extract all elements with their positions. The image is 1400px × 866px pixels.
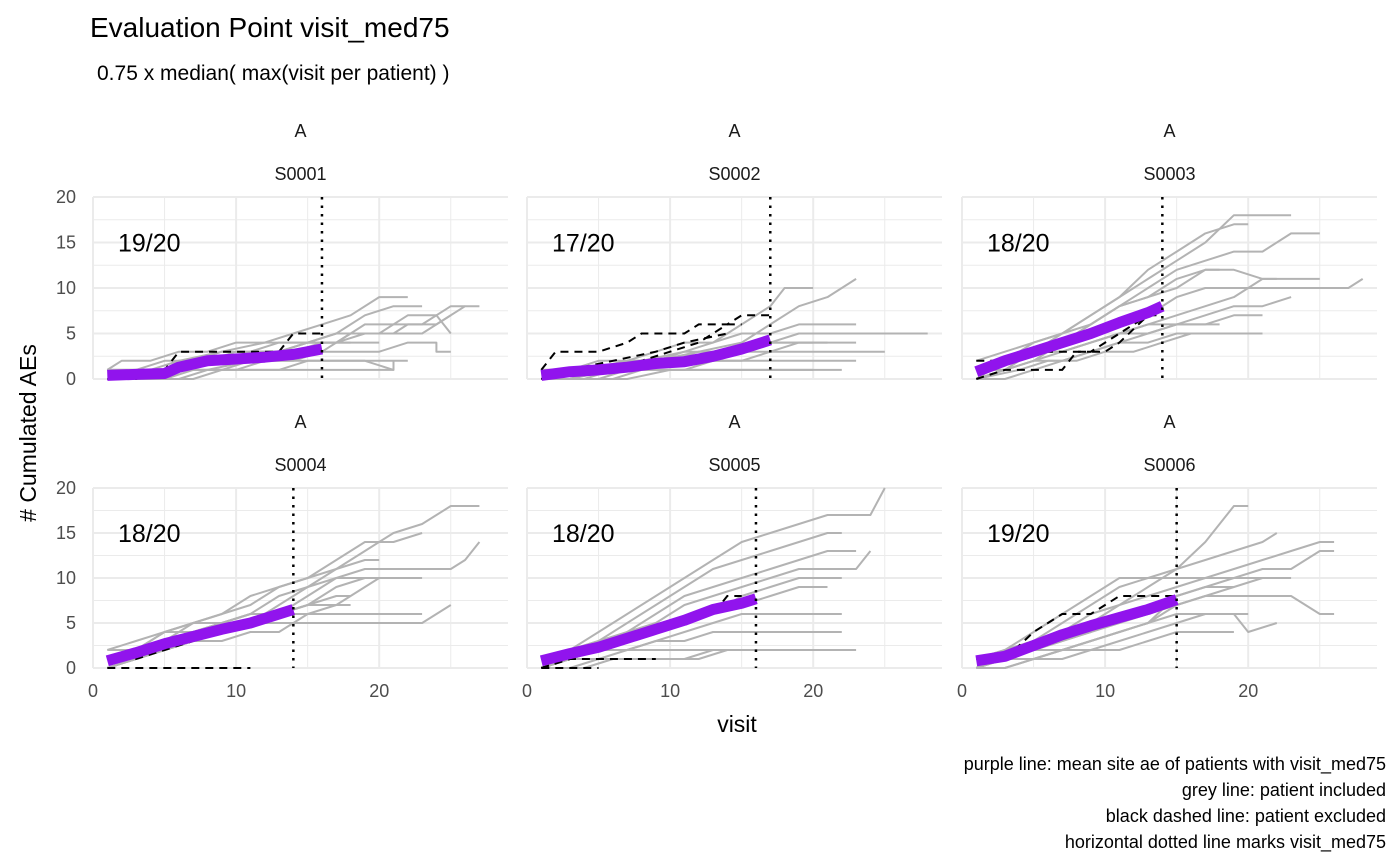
series-line-excluded xyxy=(540,332,728,380)
x-axis-label: visit xyxy=(717,711,757,737)
y-tick-label: 10 xyxy=(56,278,76,298)
series-line-included xyxy=(540,550,872,660)
panel-annotation: 17/20 xyxy=(552,230,615,258)
x-tick-label: 20 xyxy=(1238,681,1258,701)
series-line-mean xyxy=(974,301,1165,377)
panel-annotation: 18/20 xyxy=(118,520,181,548)
strip-label-site: S0006 xyxy=(1143,455,1195,475)
strip-label-site: S0005 xyxy=(708,455,760,475)
facet-panel: A S0005 18/20 0 10 20 xyxy=(522,412,942,701)
strip-label-top: A xyxy=(294,121,306,141)
facet-panel: A S0001 19/20 0 5 10 15 20 xyxy=(56,121,508,389)
panel-annotation: 18/20 xyxy=(552,520,615,548)
facet-panel: A S0002 17/20 xyxy=(526,121,942,381)
series-line-included xyxy=(976,268,1220,371)
caption-line: horizontal dotted line marks visit_med75 xyxy=(1064,832,1386,852)
strip-label-top: A xyxy=(1163,121,1175,141)
series-line-included xyxy=(540,487,886,660)
y-tick-label: 15 xyxy=(56,233,76,253)
strip-label-top: A xyxy=(728,412,740,432)
series-line-excluded xyxy=(540,658,656,669)
series-line-mean xyxy=(107,343,324,381)
series-line-mean xyxy=(105,604,295,667)
x-tick-label: 10 xyxy=(660,681,680,701)
strip-label-top: A xyxy=(294,412,306,432)
x-tick-label: 10 xyxy=(226,681,246,701)
y-tick-label: 20 xyxy=(56,187,76,207)
series-line-included xyxy=(975,586,1234,669)
series-line-mean xyxy=(540,334,772,381)
series-line-included xyxy=(976,332,1220,380)
panel-annotation: 18/20 xyxy=(987,230,1050,258)
series-line-included xyxy=(976,631,1234,669)
x-tick-label: 0 xyxy=(957,681,967,701)
panel-annotation: 19/20 xyxy=(118,230,181,258)
y-tick-label: 0 xyxy=(66,658,76,678)
y-tick-label: 5 xyxy=(66,613,76,633)
strip-label-site: S0003 xyxy=(1143,164,1195,184)
series-line-excluded xyxy=(975,314,1163,380)
series-line-included xyxy=(106,296,408,371)
x-tick-label: 20 xyxy=(803,681,823,701)
strip-label-site: S0002 xyxy=(708,164,760,184)
strip-label-top: A xyxy=(728,121,740,141)
series-line-mean xyxy=(975,594,1179,667)
facet-panel: A S0003 18/20 xyxy=(961,121,1377,380)
series-line-mean xyxy=(539,593,758,667)
strip-label-top: A xyxy=(1163,412,1175,432)
chart-caption: purple line: mean site ae of patients wi… xyxy=(964,751,1386,855)
x-tick-label: 0 xyxy=(88,681,98,701)
series-line-included xyxy=(541,631,842,669)
chart-subtitle: 0.75 x median( max(visit per patient) ) xyxy=(97,62,450,85)
series-line-included xyxy=(975,577,1277,669)
caption-line: grey line: patient included xyxy=(1181,780,1386,800)
panel-annotation: 19/20 xyxy=(987,520,1050,548)
strip-label-site: S0004 xyxy=(274,455,326,475)
caption-line: purple line: mean site ae of patients wi… xyxy=(963,754,1386,774)
chart-title: Evaluation Point visit_med75 xyxy=(90,12,450,43)
series-line-included xyxy=(107,368,394,380)
y-tick-label: 5 xyxy=(66,324,76,344)
x-tick-label: 10 xyxy=(1095,681,1115,701)
y-tick-label: 15 xyxy=(56,523,76,543)
series-line-included xyxy=(975,223,1249,371)
series-line-included xyxy=(107,359,395,380)
facet-panel: A S0006 19/20 0 10 20 xyxy=(957,412,1377,701)
facet-panel: A S0004 18/20 0 5 10 15 20 0 10 20 xyxy=(56,412,508,701)
y-tick-label: 20 xyxy=(56,478,76,498)
y-tick-label: 0 xyxy=(66,369,76,389)
caption-line: black dashed line: patient excluded xyxy=(1105,806,1386,826)
x-tick-label: 0 xyxy=(522,681,532,701)
series-line-excluded xyxy=(540,314,771,371)
strip-label-site: S0001 xyxy=(274,164,326,184)
y-tick-label: 10 xyxy=(56,568,76,588)
series-line-included xyxy=(106,604,452,651)
y-axis-label: # Cumulated AEs xyxy=(15,344,41,522)
series-line-included xyxy=(541,368,842,380)
x-tick-label: 20 xyxy=(369,681,389,701)
